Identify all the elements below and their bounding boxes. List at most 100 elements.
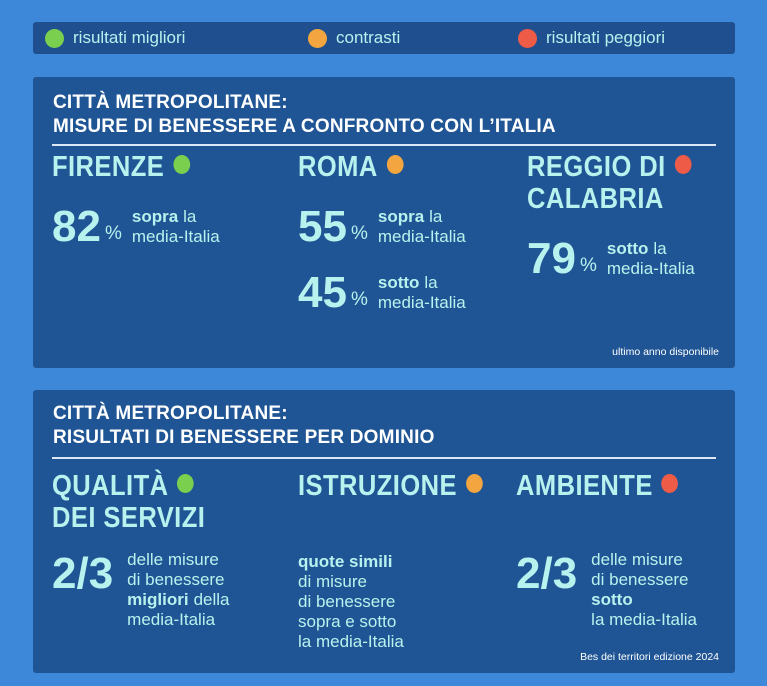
description-text: la	[429, 207, 443, 226]
description-line: media-Italia	[132, 227, 220, 247]
description-text: sotto	[377, 273, 420, 292]
description-line: media-Italia	[607, 259, 695, 279]
description-line: media-Italia	[378, 293, 466, 313]
description-text: la media-Italia	[591, 610, 697, 629]
description-text: delle misure	[591, 550, 683, 569]
name-line: DEI SERVIZI	[52, 502, 208, 534]
panel: CITTÀ METROPOLITANE: RISULTATI DI BENESSE…	[33, 390, 735, 673]
description-text: della	[193, 590, 230, 609]
description-line: media-Italia	[127, 610, 229, 630]
description-text: media-Italia	[127, 610, 216, 629]
legend-item: risultati peggiori	[518, 22, 665, 54]
description-line: di benessere	[127, 570, 229, 590]
description-text: sopra	[377, 207, 425, 226]
description-line: sotto la	[378, 273, 466, 293]
description: delle misure di benessere sotto la media-It…	[591, 550, 697, 630]
big-number: 2/3	[516, 549, 578, 598]
description-text: la	[424, 273, 438, 292]
status-dot	[177, 474, 195, 493]
legend-item: risultati migliori	[45, 22, 185, 54]
title-line: RISULTATI DI BENESSERE PER DOMINIO	[53, 427, 435, 448]
description-line: sotto	[591, 590, 697, 610]
title-line: CITTÀ METROPOLITANE:	[53, 403, 288, 424]
title-line: CITTÀ METROPOLITANE:	[53, 92, 288, 113]
big-number: 79	[527, 234, 576, 283]
description: sopra la media-Italia	[378, 207, 466, 247]
column-name: ISTRUZIONE	[298, 470, 483, 502]
name-text: ISTRUZIONE	[298, 470, 457, 502]
description-text: migliori	[127, 590, 189, 609]
big-number: 82	[52, 202, 101, 251]
big-number: 45	[298, 268, 347, 317]
stat: 2/3 delle misure di benessere migliori della…	[52, 549, 230, 630]
legend-dot	[45, 28, 64, 48]
unit: %	[350, 289, 368, 310]
name-line: ISTRUZIONE	[298, 470, 483, 502]
name-line: FIRENZE	[52, 151, 200, 183]
name-line: CALABRIA	[527, 183, 691, 215]
legend-dot	[518, 28, 537, 48]
description-text: la media-Italia	[298, 632, 404, 651]
column-name: REGGIO DI CALABRIA	[527, 151, 692, 215]
column: ROMA 55% sopra la media-Italia 45% sotto la medi…	[298, 151, 466, 315]
description-text: sopra e sotto	[298, 612, 397, 631]
name-text: CALABRIA	[527, 183, 664, 215]
description-line: di benessere	[298, 592, 404, 612]
description-text: di benessere	[127, 570, 225, 589]
description-line: migliori della	[127, 590, 229, 610]
name-line: ROMA	[298, 151, 446, 183]
status-dot	[674, 155, 692, 174]
status-dot	[661, 474, 679, 493]
legend-label: risultati migliori	[73, 28, 186, 47]
description-text: la	[653, 239, 667, 258]
description-text: di benessere	[298, 592, 396, 611]
title-line: MISURE DI BENESSERE A CONFRONTO CON L’IT…	[53, 116, 556, 137]
column: REGGIO DI CALABRIA 79% sotto la media-Italia	[527, 151, 714, 281]
description-text: media-Italia	[606, 259, 695, 278]
description-line: sopra e sotto	[298, 612, 404, 632]
name-line: QUALITÀ	[52, 470, 208, 502]
description-line: delle misure	[591, 550, 697, 570]
unit: %	[350, 223, 368, 244]
description-line: sopra la	[132, 207, 220, 227]
unit: %	[579, 255, 597, 276]
description-text: sotto	[606, 239, 649, 258]
name-text: DEI SERVIZI	[52, 502, 206, 534]
name-text: REGGIO DI	[527, 151, 666, 183]
description-line: la media-Italia	[591, 610, 697, 630]
big-number: 2/3	[52, 549, 114, 598]
unit: %	[104, 223, 122, 244]
description-text: la	[183, 207, 197, 226]
column: ISTRUZIONE quote simili di misure di beness…	[298, 470, 508, 652]
stat: 79% sotto la media-Italia	[527, 237, 714, 281]
description-text: media-Italia	[131, 227, 220, 246]
panel-title: CITTÀ METROPOLITANE: RISULTATI DI BENESSE…	[53, 402, 435, 450]
description-text: di misure	[298, 572, 367, 591]
stat: 55% sopra la media-Italia	[298, 205, 466, 249]
description: delle misure di benessere migliori della med…	[127, 550, 229, 630]
description: sotto la media-Italia	[378, 273, 466, 313]
note: ultimo anno disponibile	[612, 346, 719, 358]
description-line: sopra la	[378, 207, 466, 227]
status-dot	[465, 474, 483, 493]
big-number: 55	[298, 202, 347, 251]
separator	[52, 144, 716, 146]
status-dot	[173, 155, 190, 174]
description-text: media-Italia	[377, 293, 466, 312]
legend: risultati migliori contrasti risultati peg…	[33, 22, 735, 54]
description-text: delle misure	[127, 550, 219, 569]
description: sopra la media-Italia	[132, 207, 220, 247]
name-line: REGGIO DI	[527, 151, 692, 183]
separator	[52, 457, 716, 459]
stat: quote simili di misure di benessere sopra e…	[298, 552, 508, 652]
description-line: media-Italia	[378, 227, 466, 247]
legend-label: contrasti	[336, 28, 401, 47]
column: FIRENZE 82% sopra la media-Italia	[52, 151, 220, 249]
description-line: di misure	[298, 572, 404, 592]
description-line: delle misure	[127, 550, 229, 570]
status-dot	[386, 155, 404, 174]
description: sotto la media-Italia	[607, 239, 695, 279]
column: AMBIENTE 2/3 delle misure di benessere sotto…	[516, 470, 700, 630]
name-text: AMBIENTE	[516, 470, 653, 502]
stat: 82% sopra la media-Italia	[52, 205, 220, 249]
